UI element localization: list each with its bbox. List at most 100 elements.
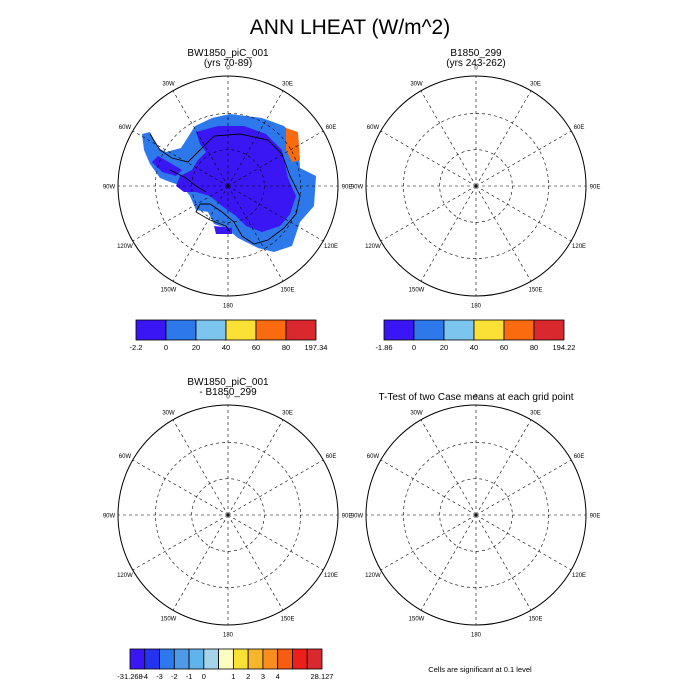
colorbar-label: 60 bbox=[252, 343, 260, 352]
figure-title: ANN LHEAT (W/m^2) bbox=[250, 16, 450, 39]
colorbar-swatch bbox=[225, 319, 257, 341]
longitude-label: 0 bbox=[226, 66, 230, 72]
colorbar-swatch bbox=[144, 648, 160, 670]
colorbar: -2.2 0 20 40 60 80 197.34 bbox=[130, 319, 327, 352]
colorbar-label: 80 bbox=[530, 343, 538, 352]
longitude-label: 30E bbox=[282, 410, 293, 416]
longitude-label: 0 bbox=[226, 395, 230, 401]
longitude-label: 60E bbox=[574, 454, 585, 460]
colorbar-label: 20 bbox=[440, 343, 448, 352]
region-low bbox=[424, 126, 544, 232]
colorbar-swatch bbox=[173, 648, 190, 670]
colorbar-swatch bbox=[159, 648, 175, 670]
panel-title: T-Test of two Case means at each grid po… bbox=[378, 392, 573, 403]
colorbar-label: -2 bbox=[171, 672, 178, 681]
colorbar-swatch bbox=[218, 648, 234, 670]
diff-yellow-east bbox=[300, 519, 316, 543]
diff-yellow-coast bbox=[236, 551, 304, 587]
polar-grid: 0 30E 60E 90E 120E 150E 180 150W 120W 90W 60W 30W bbox=[351, 66, 601, 310]
longitude-label: 150W bbox=[409, 288, 425, 294]
colorbar-swatch bbox=[262, 648, 279, 670]
meridian-line bbox=[227, 185, 284, 282]
longitude-label: 180 bbox=[471, 304, 482, 310]
longitude-label: 30W bbox=[410, 81, 423, 87]
colorbar-label: -1 bbox=[186, 672, 193, 681]
longitude-label: 30E bbox=[530, 81, 541, 87]
longitude-label: 150E bbox=[528, 617, 542, 623]
meridian-line bbox=[380, 185, 477, 242]
longitude-label: 30E bbox=[530, 410, 541, 416]
region-mid bbox=[390, 114, 564, 252]
longitude-label: 120E bbox=[572, 573, 586, 579]
longitude-label: 30W bbox=[162, 410, 175, 416]
longitude-label: 90W bbox=[351, 185, 364, 191]
map-boundary bbox=[117, 75, 339, 297]
colorbar-label: -1.86 bbox=[375, 343, 392, 352]
meridian-line bbox=[227, 185, 324, 242]
colorbar-label: 40 bbox=[222, 343, 230, 352]
significance-note: Cells are significant at 0.1 level bbox=[428, 665, 532, 674]
coastline bbox=[398, 463, 548, 573]
meridian-line bbox=[227, 419, 284, 516]
longitude-label: 60E bbox=[326, 454, 337, 460]
meridian-line bbox=[227, 514, 284, 611]
region-low bbox=[176, 126, 296, 232]
meridian-line bbox=[132, 459, 229, 516]
meridian-line bbox=[475, 90, 532, 187]
colorbar-label: 2 bbox=[246, 672, 250, 681]
colorbar-label: 0 bbox=[202, 672, 206, 681]
colorbar-label: 3 bbox=[261, 672, 265, 681]
meridian-line bbox=[227, 90, 284, 187]
meridian-line bbox=[475, 130, 572, 187]
longitude-label: 120E bbox=[324, 244, 338, 250]
meridian-line bbox=[475, 185, 532, 282]
colorbar: -1.86 0 20 40 60 80 194.22 bbox=[375, 319, 575, 352]
colorbar-label: 80 bbox=[282, 343, 290, 352]
colorbar-swatch bbox=[247, 648, 264, 670]
ice-shelf-outline bbox=[414, 443, 564, 581]
panel-case2: B1850_299 (yrs 243-262) bbox=[390, 48, 564, 252]
colorbar-label: -4 bbox=[141, 672, 148, 681]
longitude-label: 90E bbox=[590, 514, 601, 520]
longitude-label: 150W bbox=[409, 617, 425, 623]
meridian-line bbox=[420, 185, 477, 282]
panel-subtitle: (yrs 243-262) bbox=[446, 58, 505, 69]
longitude-label: 90W bbox=[103, 514, 116, 520]
longitude-label: 150E bbox=[280, 288, 294, 294]
colorbar-swatch bbox=[292, 648, 308, 670]
longitude-label: 90E bbox=[342, 514, 353, 520]
meridian-line bbox=[132, 185, 229, 242]
longitude-label: 30W bbox=[410, 410, 423, 416]
longitude-label: 120W bbox=[117, 244, 133, 250]
longitude-label: 180 bbox=[223, 633, 234, 639]
colorbar-swatch bbox=[383, 319, 415, 341]
colorbar-swatch bbox=[533, 319, 565, 341]
panel-subtitle: (yrs 70-89) bbox=[204, 58, 252, 69]
significant-cells bbox=[408, 441, 552, 581]
longitude-label: 60W bbox=[119, 454, 132, 460]
longitude-label: 180 bbox=[471, 633, 482, 639]
longitude-label: 90W bbox=[103, 185, 116, 191]
colorbar-swatch bbox=[129, 648, 146, 670]
map-boundary bbox=[117, 404, 339, 626]
meridian-line bbox=[172, 90, 229, 187]
meridian-line bbox=[172, 514, 229, 611]
map-boundary bbox=[365, 75, 587, 297]
meridian-line bbox=[420, 419, 477, 516]
ttest-field bbox=[398, 441, 564, 581]
meridian-line bbox=[380, 459, 477, 516]
colorbar-swatch bbox=[413, 319, 445, 341]
polar-map bbox=[142, 114, 316, 252]
map-boundary bbox=[365, 404, 587, 626]
colorbar-label: 1 bbox=[231, 672, 235, 681]
colorbar-swatch bbox=[443, 319, 475, 341]
map-grids: 0 30E 60E 90E 120E 150E 180 150W 120W 90W 60W 30W 0 3… bbox=[103, 66, 601, 639]
colorbar-label: 0 bbox=[164, 343, 168, 352]
longitude-label: 120E bbox=[572, 244, 586, 250]
colorbar-swatch bbox=[503, 319, 535, 341]
colorbar-swatch bbox=[285, 319, 317, 341]
longitude-label: 150W bbox=[161, 288, 177, 294]
coastline bbox=[150, 463, 300, 573]
colorbar-swatch bbox=[135, 319, 167, 341]
polar-grid: 0 30E 60E 90E 120E 150E 180 150W 120W 90W 60W 30W bbox=[103, 66, 353, 310]
